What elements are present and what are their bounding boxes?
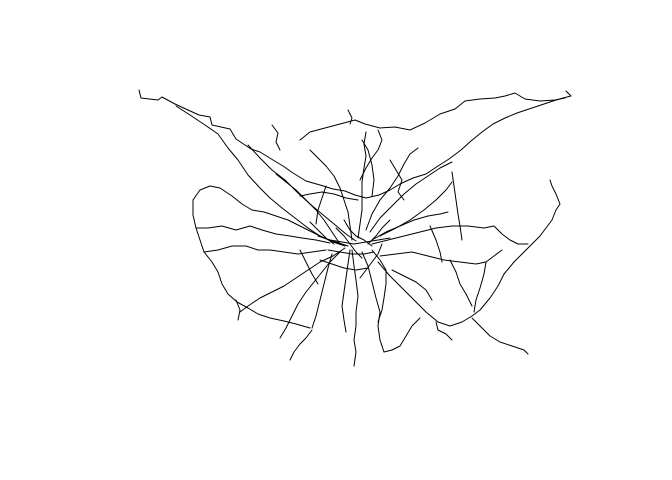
route-line-s-2 xyxy=(351,249,359,367)
route-line-se-5 xyxy=(449,259,473,307)
route-line-sw-1 xyxy=(239,247,346,313)
route-line-ne-3 xyxy=(389,159,405,201)
route-line-spur-4 xyxy=(361,139,375,197)
route-lines xyxy=(138,89,572,367)
route-line-e-4 xyxy=(451,171,463,241)
route-line-west-spur xyxy=(235,299,241,321)
route-line-hub-4 xyxy=(343,219,373,247)
route-line-hub-8 xyxy=(367,219,391,245)
route-line-ne-1 xyxy=(369,161,453,233)
route-line-hub-10 xyxy=(391,269,433,301)
route-line-se-loop xyxy=(377,179,561,327)
route-line-west-arc xyxy=(209,185,349,247)
route-line-sw-3 xyxy=(289,329,313,361)
route-line-se-3 xyxy=(471,317,529,355)
route-line-n-3 xyxy=(275,173,341,245)
route-line-hub-6 xyxy=(359,243,383,279)
route-line-n-1 xyxy=(309,149,353,241)
route-line-s-5 xyxy=(383,317,421,353)
route-line-hub-9 xyxy=(299,249,319,285)
route-line-nw-branch xyxy=(175,105,346,247)
route-line-west-3 xyxy=(203,245,327,255)
route-line-n-2 xyxy=(357,131,367,239)
route-line-west-loop xyxy=(192,185,311,329)
route-line-hub-5 xyxy=(309,221,335,245)
route-line-hub-7 xyxy=(319,259,369,271)
route-line-sw-4 xyxy=(311,253,333,329)
route-line-sw-2 xyxy=(279,251,341,339)
route-line-se-2 xyxy=(379,249,503,265)
route-line-e-5 xyxy=(379,181,453,237)
route-line-s-3 xyxy=(361,251,385,353)
route-line-s-4 xyxy=(371,249,387,323)
route-line-se-6 xyxy=(473,261,487,313)
route-line-n-5 xyxy=(299,191,359,201)
route-line-west-2 xyxy=(195,225,331,244)
route-line-spur-1 xyxy=(271,124,281,151)
route-line-e-2 xyxy=(371,211,449,241)
route-line-spur-2 xyxy=(347,109,353,125)
route-line-north-ridge xyxy=(299,92,566,141)
route-line-se-4 xyxy=(435,321,453,341)
route-line-e-3 xyxy=(493,225,529,245)
route-line-spur-3 xyxy=(359,129,383,181)
route-line-north-arc xyxy=(138,89,572,199)
route-line-hub-1 xyxy=(317,235,391,245)
route-line-s-1 xyxy=(341,249,351,333)
route-line-e-6 xyxy=(429,225,443,263)
route-line-ne-2 xyxy=(365,147,419,231)
route-line-hub-3 xyxy=(327,249,375,255)
route-line-e-1 xyxy=(371,225,495,245)
